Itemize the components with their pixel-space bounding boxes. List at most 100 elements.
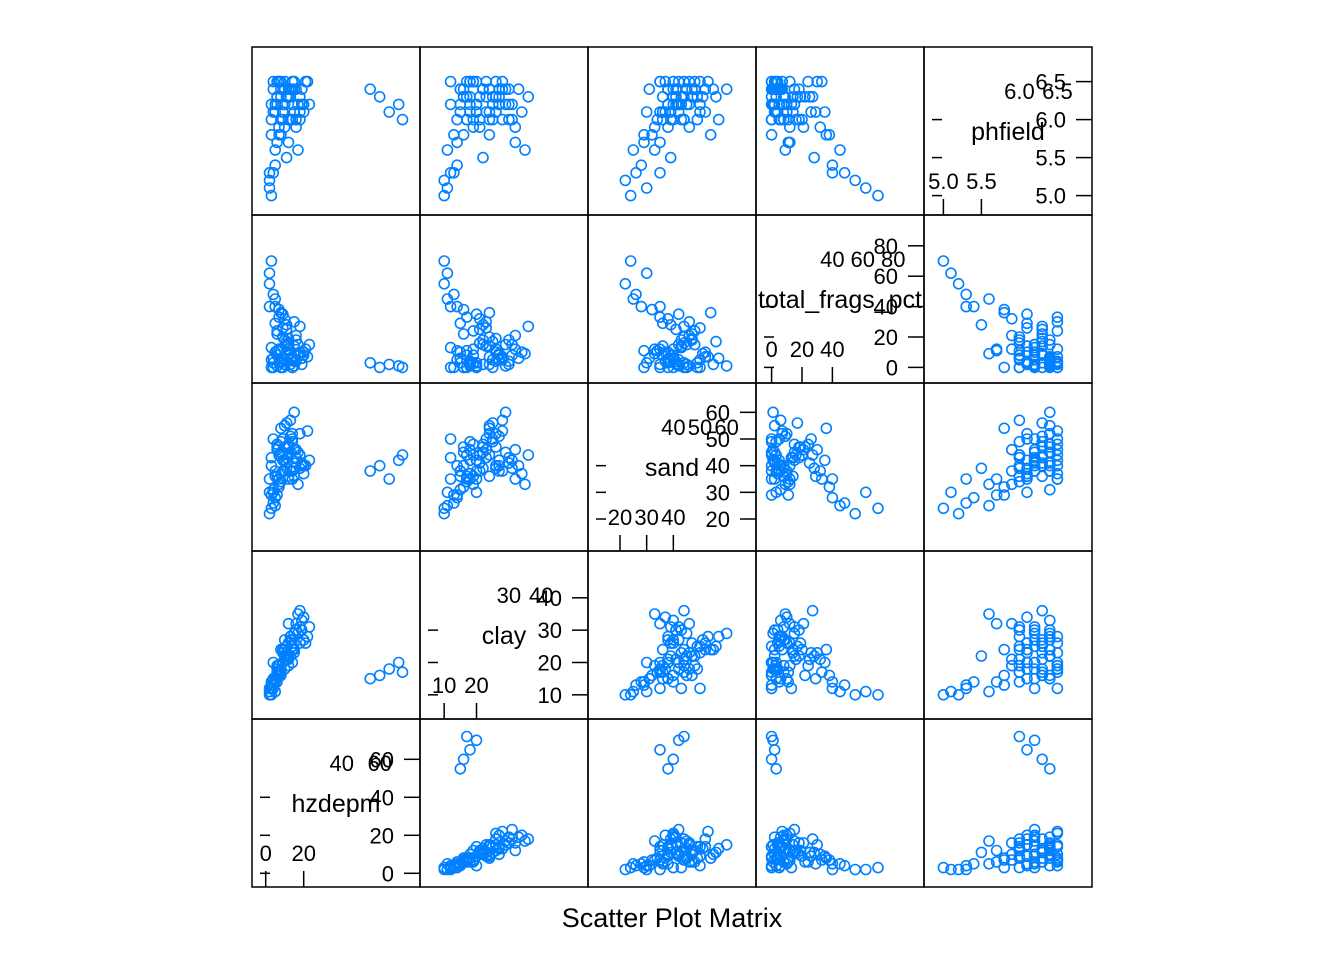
- scatter-point: [1013, 414, 1026, 427]
- scatter-point: [983, 685, 995, 698]
- diag-tick-label: 20: [608, 505, 632, 530]
- scatter-point: [512, 83, 525, 95]
- scatter-point: [496, 113, 509, 126]
- scatter-point: [654, 75, 666, 88]
- scatter-point: [678, 666, 690, 679]
- scatter-point: [286, 353, 299, 366]
- scatter-point: [799, 856, 811, 868]
- scatter-point: [648, 121, 661, 133]
- scatter-point: [802, 75, 814, 88]
- panel-frame: [755, 46, 925, 216]
- scatter-point: [773, 634, 786, 646]
- diagonal-variable-name: sand: [645, 454, 699, 482]
- scatter-point: [301, 425, 314, 437]
- scatter-point: [815, 666, 828, 679]
- scatter-point: [460, 311, 473, 324]
- scatter-point: [267, 288, 280, 301]
- scatter-point: [799, 669, 811, 682]
- scatter-point: [849, 174, 862, 187]
- scatter-point: [294, 91, 306, 103]
- scatter-point: [1013, 666, 1026, 679]
- scatter-point: [275, 306, 287, 319]
- scatter-point: [1044, 427, 1056, 440]
- scatter-point: [638, 129, 650, 141]
- diag-tick-label: 80: [874, 234, 898, 259]
- scatter-point: [838, 679, 851, 691]
- scatter-point: [522, 320, 535, 333]
- scatter-point: [820, 643, 833, 656]
- scatter-point: [712, 352, 725, 365]
- scatter-point: [1036, 604, 1048, 617]
- scatter-point: [1005, 653, 1018, 666]
- scatter-point: [808, 151, 821, 164]
- scatter-point: [790, 653, 802, 666]
- scatter-point: [699, 83, 712, 95]
- scatter-point: [779, 144, 792, 156]
- scatter-point: [630, 167, 642, 179]
- diag-tick-label: 6.0: [1004, 79, 1035, 104]
- scatter-point: [646, 129, 658, 141]
- scatter-point: [990, 844, 1003, 857]
- scatter-point: [945, 685, 957, 698]
- scatter-point: [457, 129, 470, 141]
- scatter-point: [990, 489, 1003, 501]
- scatter-point: [1051, 666, 1064, 679]
- scatter-point: [373, 361, 386, 374]
- scatter-point: [765, 666, 778, 679]
- scatter-point: [1013, 730, 1026, 743]
- scatter-point: [373, 459, 386, 472]
- diag-tick-label: 0: [260, 841, 272, 866]
- scatter-point: [662, 840, 674, 853]
- scatter-point: [767, 406, 779, 419]
- scatter-point: [269, 317, 282, 330]
- scatter-point: [286, 427, 299, 440]
- scatter-point: [952, 688, 965, 701]
- scatter-point: [1028, 823, 1041, 836]
- scatter-point: [670, 624, 682, 636]
- scatter-point: [648, 144, 661, 156]
- scatter-point: [438, 507, 451, 520]
- scatter-point: [672, 621, 685, 633]
- scatter-point: [1044, 848, 1056, 861]
- scatter-point: [1044, 627, 1056, 640]
- scatter-point: [656, 643, 669, 656]
- scatter-point: [793, 848, 805, 861]
- scatter-point: [803, 91, 816, 103]
- scatter-point: [444, 98, 457, 111]
- scatter-point: [1044, 419, 1056, 432]
- scatter-point: [627, 144, 640, 156]
- scatter-point: [720, 360, 733, 372]
- scatter-point: [441, 486, 454, 499]
- scatter-point: [1005, 312, 1018, 325]
- scatter-point: [1036, 833, 1048, 845]
- scatter-point: [438, 189, 451, 202]
- scatter-point: [506, 823, 518, 836]
- scatter-point: [937, 861, 950, 874]
- scatter-point: [1028, 831, 1041, 844]
- scatter-point: [480, 340, 493, 352]
- scatter-point: [438, 861, 451, 874]
- scatter-point: [457, 753, 470, 766]
- scatter-point: [1013, 337, 1026, 349]
- scatter-point: [383, 473, 396, 485]
- scatter-point: [273, 75, 285, 88]
- scatter-point: [1013, 361, 1026, 374]
- scatter-point: [1051, 467, 1064, 480]
- scatter-point: [438, 502, 451, 515]
- scatter-point: [451, 300, 463, 313]
- scatter-point: [952, 507, 965, 520]
- scatter-point: [818, 454, 831, 467]
- scatter-point: [1013, 449, 1026, 461]
- scatter-point: [470, 734, 483, 747]
- diagonal-variable-name: clay: [482, 622, 527, 650]
- scatter-point: [1036, 666, 1048, 679]
- diag-tick-label: 6.5: [1042, 79, 1073, 104]
- scatter-point: [765, 859, 778, 872]
- scatter-point: [473, 113, 486, 126]
- scatter-point: [654, 682, 666, 695]
- scatter-point: [802, 856, 814, 868]
- scatter-point: [460, 473, 473, 485]
- scatter-point: [667, 753, 680, 766]
- scatter-point: [619, 688, 632, 701]
- diag-tick-label: 40: [820, 337, 844, 362]
